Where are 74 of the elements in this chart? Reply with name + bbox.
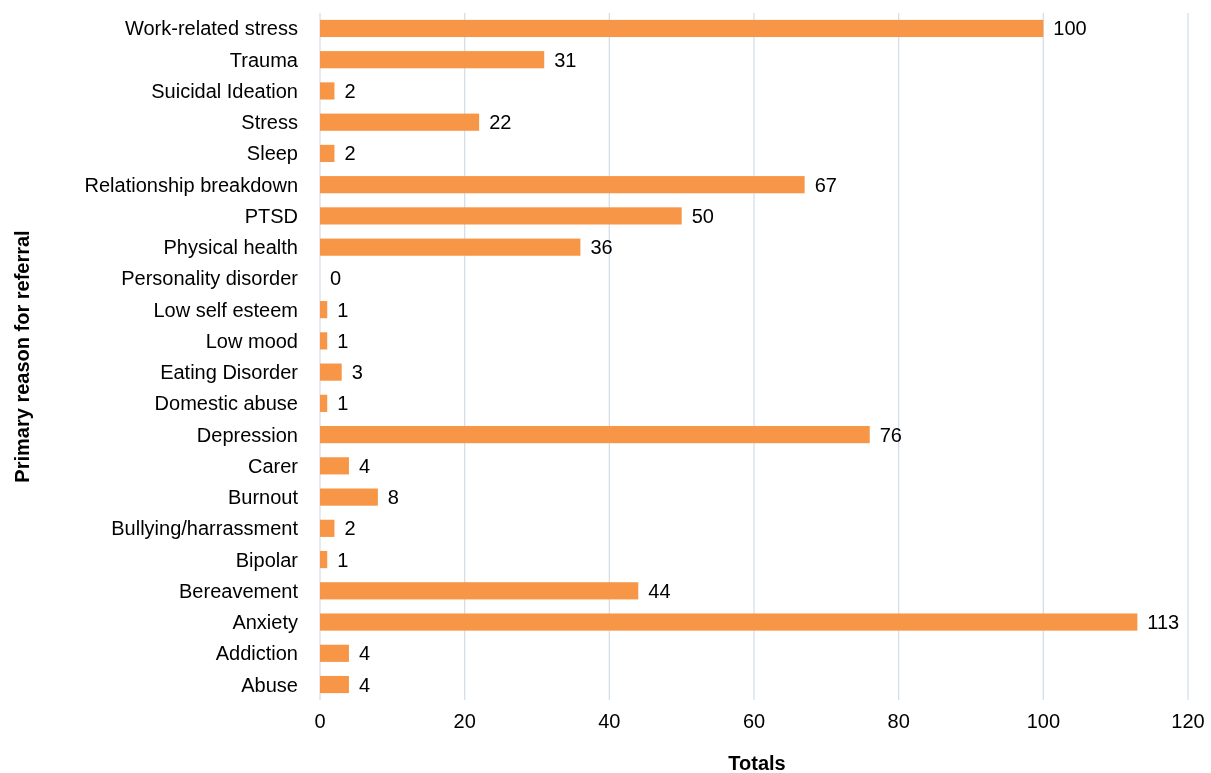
data-label: 22: [489, 111, 512, 134]
bar: [320, 363, 342, 381]
data-label: 2: [344, 517, 356, 540]
y-axis-title: Primary reason for referral: [11, 230, 33, 483]
y-tick-label: Abuse: [241, 673, 298, 696]
bar: [320, 550, 328, 569]
y-tick-label: Bullying/harrassment: [111, 517, 299, 540]
y-tick-label: Relationship breakdown: [84, 173, 298, 196]
data-label: 44: [648, 579, 671, 602]
data-label: 50: [691, 204, 714, 227]
bar: [320, 332, 328, 350]
y-tick-label: Domestic abuse: [154, 392, 298, 415]
data-label: 2: [344, 79, 356, 102]
data-label: 1: [337, 329, 349, 352]
y-tick-label: PTSD: [244, 204, 298, 227]
bar: [320, 426, 870, 444]
bar: [320, 51, 545, 69]
y-tick-label: Bipolar: [235, 548, 299, 571]
y-tick-label: Low mood: [205, 329, 298, 352]
y-tick-label: Sleep: [246, 142, 298, 165]
bar: [320, 613, 1138, 631]
bar: [320, 582, 639, 600]
data-label: 2: [344, 142, 356, 165]
bar: [320, 82, 335, 100]
bar: [320, 394, 328, 412]
bar: [320, 301, 328, 319]
data-label: 1: [337, 392, 349, 415]
y-tick-label: Eating Disorder: [160, 361, 299, 384]
data-label: 4: [358, 673, 371, 696]
x-axis-title: Totals: [728, 752, 786, 773]
y-tick-label: Depression: [196, 423, 298, 446]
x-tick-label: 120: [1171, 710, 1205, 732]
bar: [320, 144, 335, 163]
bar: [320, 176, 805, 194]
y-tick-label: Anxiety: [232, 611, 298, 634]
y-tick-label: Personality disorder: [121, 267, 299, 290]
y-tick-label: Low self esteem: [153, 298, 298, 321]
bar: [320, 644, 349, 662]
data-label: 4: [358, 454, 371, 477]
y-tick-label: Trauma: [229, 48, 299, 71]
bar: [320, 457, 349, 475]
x-tick-label: 20: [453, 710, 476, 732]
x-tick-label: 80: [887, 710, 910, 732]
y-tick-label: Suicidal Ideation: [151, 79, 298, 102]
data-label: 0: [330, 267, 342, 290]
data-label: 3: [351, 361, 363, 384]
data-label: 67: [814, 173, 837, 196]
y-tick-label: Carer: [247, 454, 299, 477]
y-tick-label: Physical health: [163, 236, 298, 259]
bar: [320, 207, 682, 225]
data-label: 1: [337, 298, 349, 321]
y-tick-label: Burnout: [227, 486, 299, 509]
x-tick-label: 0: [314, 710, 326, 732]
y-tick-label: Stress: [241, 111, 298, 134]
bar: [320, 19, 1044, 38]
data-label: 8: [387, 486, 399, 509]
bar: [320, 675, 349, 694]
data-label: 31: [554, 48, 577, 71]
x-tick-label: 40: [598, 710, 621, 732]
y-tick-label: Addiction: [215, 642, 298, 665]
y-tick-label: Work-related stress: [124, 17, 298, 40]
bar: [320, 113, 480, 131]
data-label: 113: [1147, 611, 1180, 634]
data-label: 100: [1053, 17, 1087, 40]
bar: [320, 519, 335, 537]
x-tick-label: 100: [1026, 710, 1061, 732]
data-label: 4: [358, 642, 371, 665]
bar: [320, 488, 378, 506]
y-tick-label: Bereavement: [179, 579, 299, 602]
data-label: 36: [590, 236, 613, 259]
bar: [320, 238, 581, 256]
data-label: 76: [879, 423, 902, 446]
x-tick-label: 60: [742, 710, 766, 732]
data-label: 1: [337, 548, 349, 571]
